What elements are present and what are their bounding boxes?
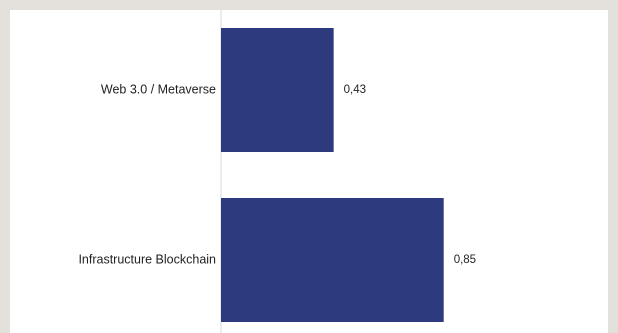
bar: [221, 198, 444, 322]
category-label: Infrastructure Blockchain: [78, 252, 216, 266]
chart-panel: Web 3.0 / Metaverse 0,43 Infrastructure Bl…: [10, 10, 608, 333]
bar: [221, 28, 334, 152]
bar-chart: Web 3.0 / Metaverse 0,43 Infrastructure Bl…: [78, 10, 476, 333]
category-label: Web 3.0 / Metaverse: [101, 82, 216, 96]
data-label: 0,43: [344, 84, 366, 96]
data-label: 0,85: [454, 254, 476, 266]
